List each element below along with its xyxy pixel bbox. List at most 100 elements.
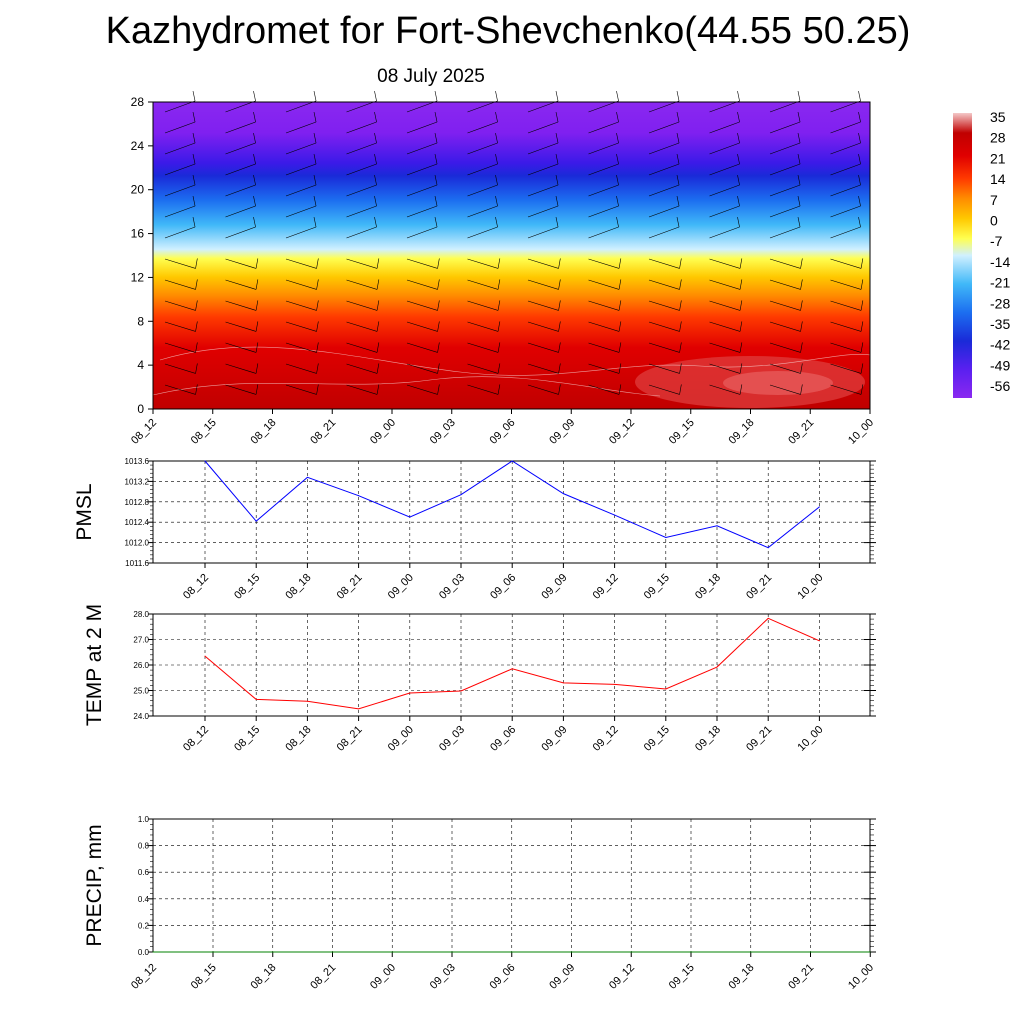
wind-barb-flag [253,132,256,144]
wind-barb-flag [737,153,740,165]
wind-barb [285,163,317,176]
wind-barb-flag [313,153,317,165]
wind-barb-flag [618,363,622,374]
wind-barb [346,121,377,134]
warm-pocket-core [723,371,833,395]
wind-barb [769,184,801,197]
wind-barb [285,363,317,374]
wind-barb-flag [437,321,440,332]
wind-barb-flag [676,174,680,186]
wind-barb-flag [253,153,256,165]
x-tick-label: 09_06 [488,572,518,602]
wind-barb [588,205,619,218]
wind-barb [769,300,801,311]
data-point [690,951,692,953]
wind-barb-flag [555,174,559,186]
wind-barb-flag [316,321,319,332]
wind-barb-flag [495,174,498,186]
wind-barb [709,205,740,218]
x-tick-label: 09_21 [744,724,774,754]
wind-barb-flag [858,174,861,186]
x-tick-label: 09_09 [539,724,569,754]
wind-barb-flag [739,321,743,332]
x-tick-label: 08_21 [335,572,365,602]
wind-barb-flag [555,216,559,228]
precip-panel: 0.0 0.2 0.4 0.6 0.8 1.0 08_12 08_15 08_18 08_21 09… [83,815,876,992]
colorbar-label: -7 [990,233,1003,249]
wind-barb-flag [797,132,801,144]
data-point [767,547,769,549]
x-tick-label: 09_03 [428,417,458,447]
wind-barb-flag [618,384,622,395]
y-tick-label: 27.0 [133,636,149,645]
colorbar-label: -42 [990,337,1010,353]
wind-barb-flag [495,153,498,165]
wind-barb-flag [253,216,256,228]
wind-barb-flag [497,279,501,290]
wind-barb [406,184,438,197]
wind-barb [588,279,620,290]
wind-barb-flag [195,321,198,332]
wind-barb [285,184,317,197]
data-point [511,460,513,462]
wind-barb-flag [739,279,743,290]
wind-barb-flag [374,132,377,144]
data-point [562,682,564,684]
data-point [358,495,360,497]
colorbar-label: -35 [990,316,1010,332]
wind-barb-flag [376,279,380,290]
wind-barb [527,258,559,269]
colorbar-label: -28 [990,295,1010,311]
wind-barb-flag [437,300,440,311]
wind-barb [830,205,861,218]
wind-barb [467,205,498,218]
wind-barb-flag [495,90,498,102]
y-tick-label: 12 [131,270,145,284]
wind-barb [406,279,438,290]
wind-barb-flag [737,216,740,228]
wind-barb [164,121,196,134]
wind-barb [830,321,862,332]
wind-barb [648,363,680,374]
wind-barb-flag [313,90,317,102]
data-point [460,690,462,692]
wind-barb-flag [737,195,740,207]
wind-barb-flag [316,363,319,374]
x-tick-label: 10_00 [846,962,876,992]
wind-barb [830,163,861,176]
wind-barb-flag [797,111,801,123]
wind-barb-flag [558,321,561,332]
wind-barb-flag [195,363,198,374]
x-tick-label: 09_15 [642,572,672,602]
wind-barb [164,363,196,374]
wind-barb-flag [739,342,743,353]
wind-barb [164,342,196,353]
wind-barb-flag [739,384,743,395]
wind-barb-flag [374,174,377,186]
wind-barb [588,363,620,374]
wind-barb [648,300,680,311]
wind-barb [709,384,741,395]
wind-barb [769,258,801,269]
wind-barb [346,205,377,218]
wind-barb-flag [437,363,440,374]
wind-barb-flag [376,258,380,269]
wind-barb-flag [616,153,619,165]
wind-barb-flag [558,258,561,269]
wind-barb-flag [800,321,803,332]
x-tick-label: 09_03 [437,572,467,602]
wind-barb-flag [616,132,619,144]
data-point [306,476,308,478]
wind-barb-flag [676,90,680,102]
wind-barb-flag [255,342,259,353]
data-point [204,460,206,462]
wind-barb [709,100,740,113]
wind-barb-flag [497,342,501,353]
wind-barb-flag [676,111,680,123]
wind-barb [164,205,196,218]
wind-barb-flag [376,321,380,332]
wind-barb-flag [800,300,803,311]
wind-barb-flag [434,174,438,186]
wind-barb-flag [434,216,438,228]
